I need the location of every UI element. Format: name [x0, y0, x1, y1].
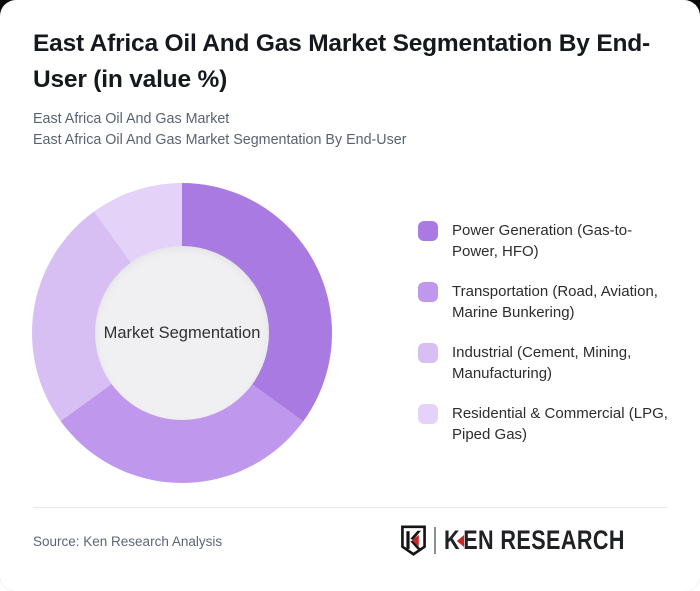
logo-red-triangle-icon [456, 535, 464, 547]
legend-swatch-industrial [418, 343, 438, 363]
legend-item-residential-commercial[interactable]: Residential & Commercial (LPG, Piped Gas… [418, 403, 674, 445]
legend-item-industrial[interactable]: Industrial (Cement, Mining, Manufacturin… [418, 342, 674, 384]
logo-separator [433, 526, 436, 554]
legend-swatch-residential-commercial [418, 404, 438, 424]
donut-center-label: Market Segmentation [103, 323, 261, 342]
logo-wordmark-rest: EN RESEARCH [463, 524, 625, 555]
footer-divider [33, 507, 668, 508]
legend-label-power-generation: Power Generation (Gas-to-Power, HFO) [452, 222, 633, 260]
legend-swatch-transportation [418, 282, 438, 302]
legend-item-power-generation[interactable]: Power Generation (Gas-to-Power, HFO) [418, 220, 674, 262]
legend-label-residential-commercial: Residential & Commercial (LPG, Piped Gas… [452, 405, 668, 443]
subtitle-line2: East Africa Oil And Gas Market Segmentat… [33, 132, 407, 148]
logo-wordmark-k: K [443, 524, 460, 555]
legend-swatch-power-generation [418, 221, 438, 241]
page-title-line1: East Africa Oil And Gas Market Segmentat… [33, 30, 650, 57]
legend-label-industrial: Industrial (Cement, Mining, Manufacturin… [452, 344, 632, 382]
ken-research-logo: K EN RESEARCH [400, 520, 670, 560]
ken-research-shield-icon [401, 524, 426, 556]
donut-ring[interactable]: Market Segmentation [32, 183, 332, 483]
subtitle-line1: East Africa Oil And Gas Market [33, 111, 230, 127]
source-note: Source: Ken Research Analysis [33, 534, 223, 549]
chart-legend: Power Generation (Gas-to-Power, HFO) Tra… [418, 220, 674, 464]
donut-hole: Market Segmentation [95, 246, 269, 420]
page-title-line2: User (in value %) [33, 66, 228, 93]
legend-item-transportation[interactable]: Transportation (Road, Aviation, Marine B… [418, 281, 674, 323]
legend-label-transportation: Transportation (Road, Aviation, Marine B… [452, 283, 658, 321]
page-title: East Africa Oil And Gas Market Segmentat… [33, 26, 683, 98]
logo-wordmark: K EN RESEARCH [444, 525, 625, 556]
chart-subtitle: East Africa Oil And Gas Market East Afri… [33, 109, 673, 151]
